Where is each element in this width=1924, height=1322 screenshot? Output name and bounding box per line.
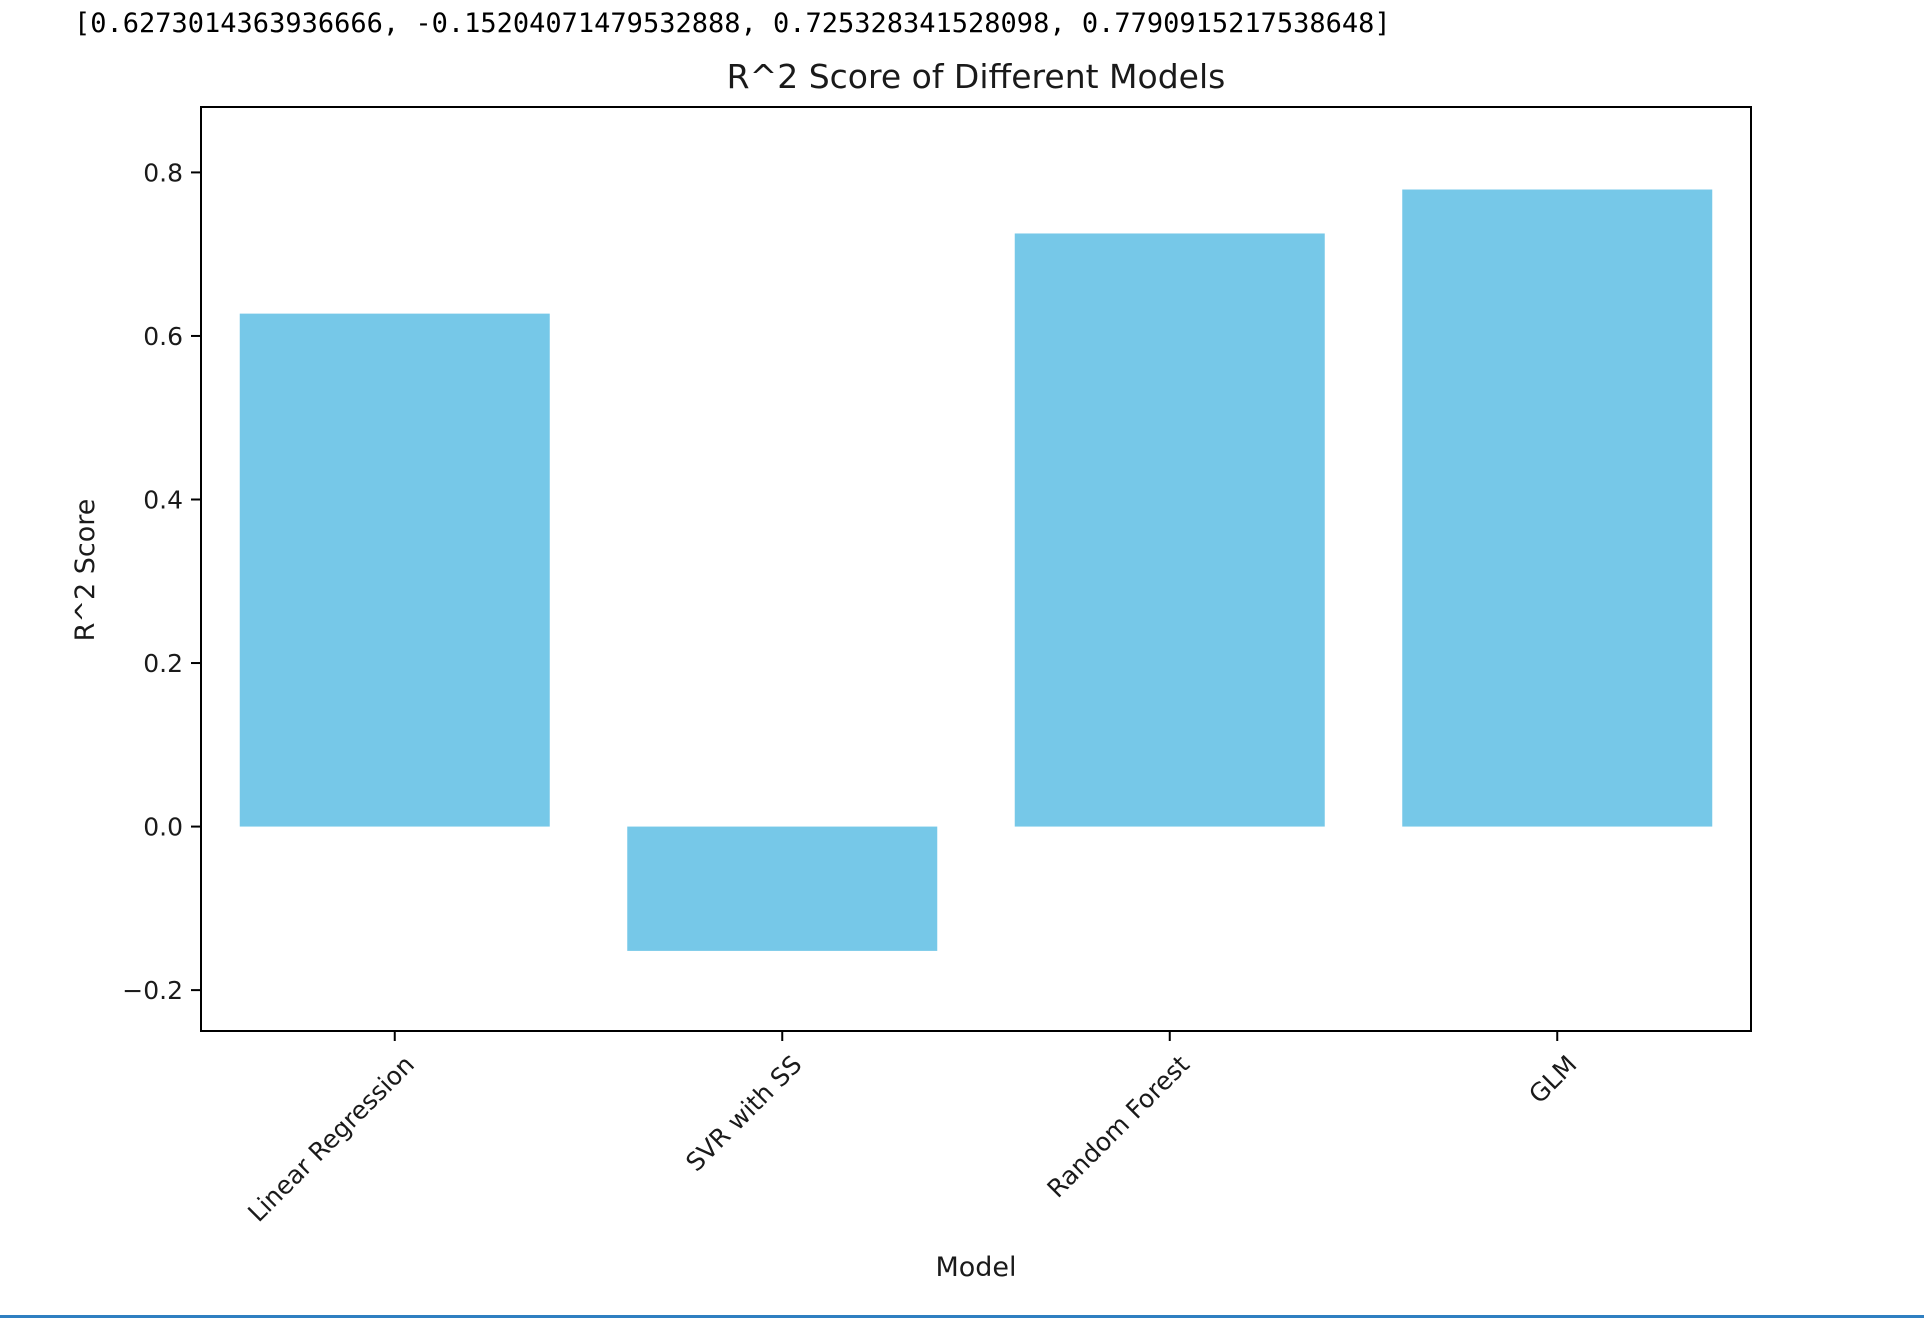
x-tick-label: GLM [1523, 1050, 1582, 1109]
x-tick-label: Linear Regression [242, 1050, 420, 1228]
y-tick-label: 0.8 [143, 158, 183, 187]
y-tick-label: 0.4 [143, 485, 183, 514]
bar-glm [1402, 189, 1713, 827]
y-tick-label: 0.2 [143, 649, 183, 678]
y-axis: −0.2 0.0 0.2 0.4 0.6 0.8 [122, 158, 201, 1005]
plot-frame [200, 106, 1752, 1032]
bar-linear-regression [239, 313, 550, 827]
y-tick-label: 0.6 [143, 322, 183, 351]
bars-layer [239, 189, 1713, 951]
cell-bottom-border [0, 1315, 1924, 1318]
chart-title: R^2 Score of Different Models [727, 57, 1226, 96]
cell-output-text: [0.6273014363936666, -0.1520407147953288… [74, 8, 1391, 39]
x-tick-label: SVR with SS [680, 1050, 807, 1177]
y-axis-label: R^2 Score [70, 499, 101, 642]
bar-svr-with-ss [627, 826, 938, 951]
x-tick-label: Random Forest [1041, 1050, 1195, 1204]
bar-random-forest [1014, 233, 1325, 827]
y-tick-label: −0.2 [122, 976, 183, 1005]
x-axis-label: Model [935, 1252, 1016, 1283]
x-axis: Linear Regression SVR with SS Random Fores… [242, 1031, 1583, 1228]
y-tick-label: 0.0 [143, 813, 183, 842]
